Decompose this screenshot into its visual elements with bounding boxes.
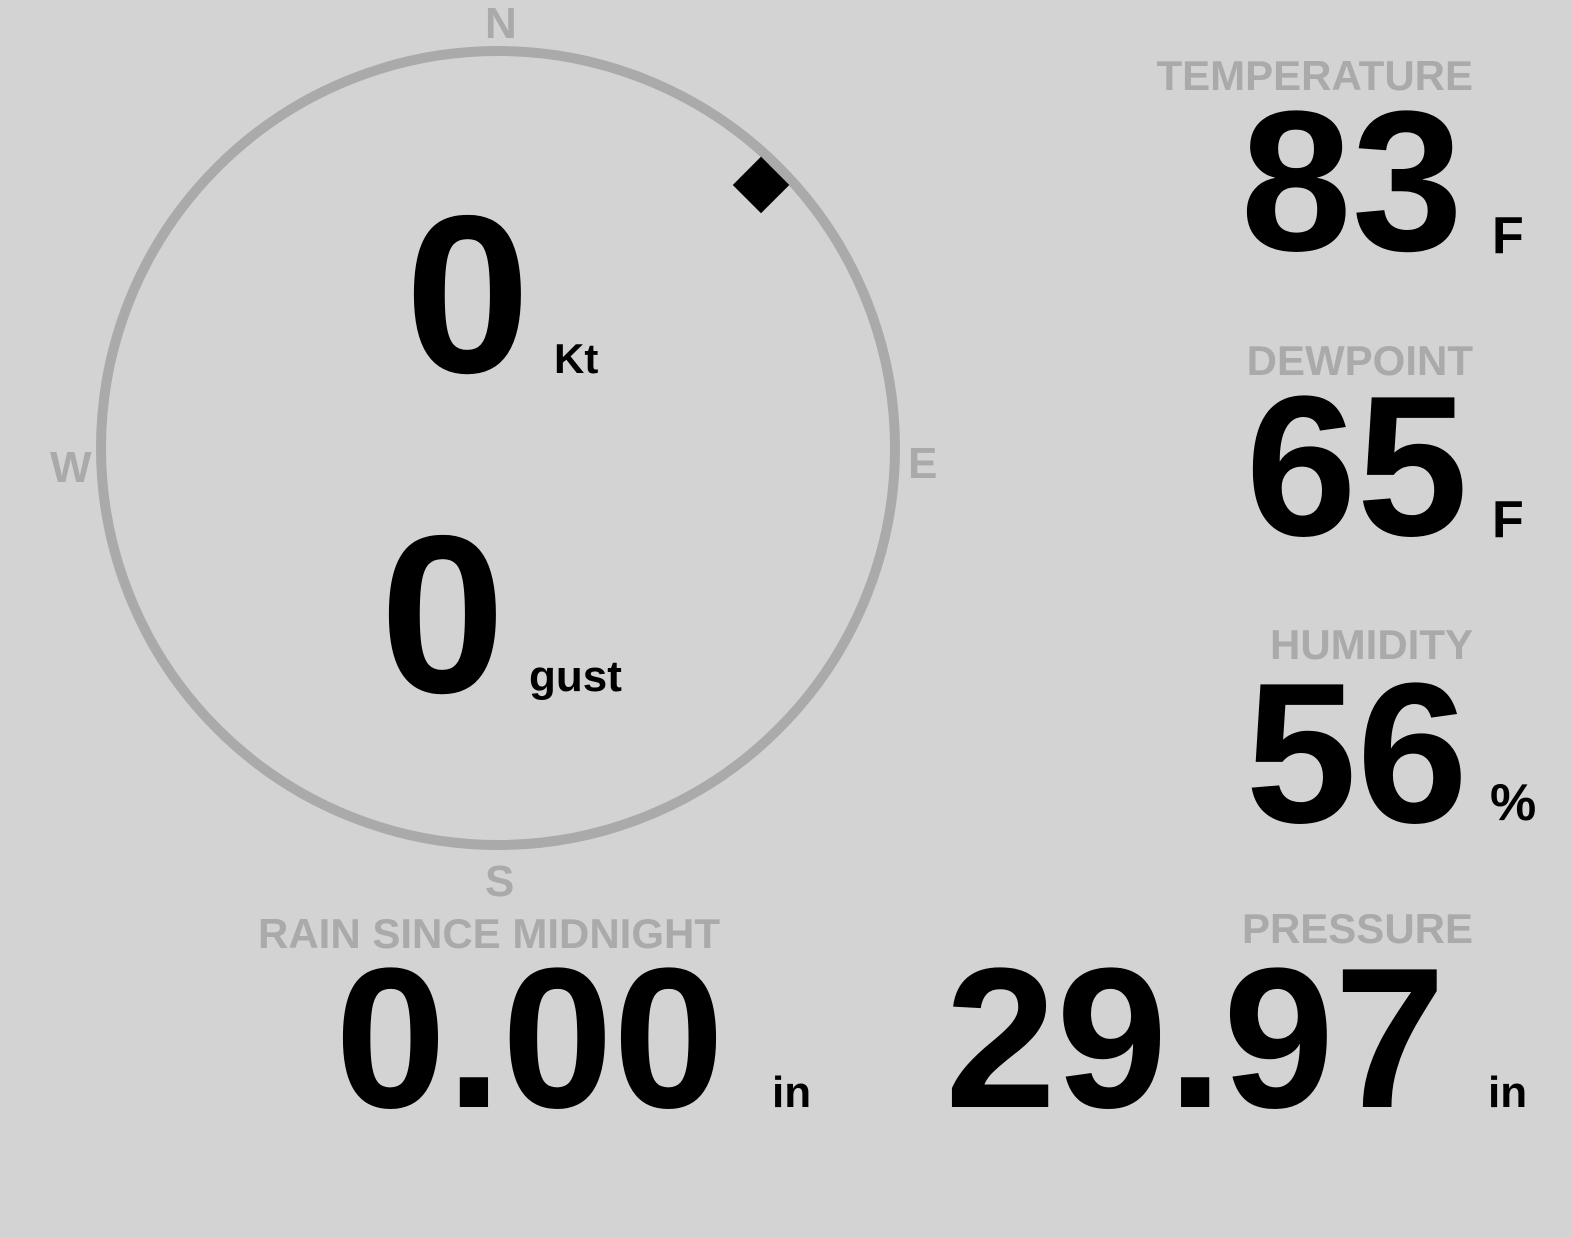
wind-compass [96,46,900,850]
pressure-label: PRESSURE [1241,905,1473,952]
wind-speed-value: 0 [405,168,531,420]
dewpoint-value: 65 [1245,355,1468,578]
compass-west: W [50,443,92,492]
pressure-value: 29.97 [945,927,1446,1150]
compass-east: E [908,439,938,488]
pressure-unit: in [1488,1068,1528,1117]
temperature-label: TEMPERATURE [1156,52,1473,99]
dewpoint-label: DEWPOINT [1246,337,1473,384]
compass-ring [96,46,900,850]
humidity-value: 56 [1245,642,1468,865]
humidity-label: HUMIDITY [1270,621,1473,668]
temperature-unit: F [1492,207,1524,265]
wind-speed-unit: Kt [554,335,599,382]
compass-north: N [485,0,517,48]
rain-label: RAIN SINCE MIDNIGHT [258,910,720,957]
temperature-value: 83 [1240,70,1463,293]
wind-gust-unit: gust [529,652,622,701]
compass-south: S [485,857,515,906]
rain-unit: in [772,1068,812,1117]
dewpoint-unit: F [1492,491,1524,549]
wind-gust-value: 0 [380,488,506,740]
humidity-unit: % [1490,774,1537,832]
rain-value: 0.00 [335,927,725,1150]
